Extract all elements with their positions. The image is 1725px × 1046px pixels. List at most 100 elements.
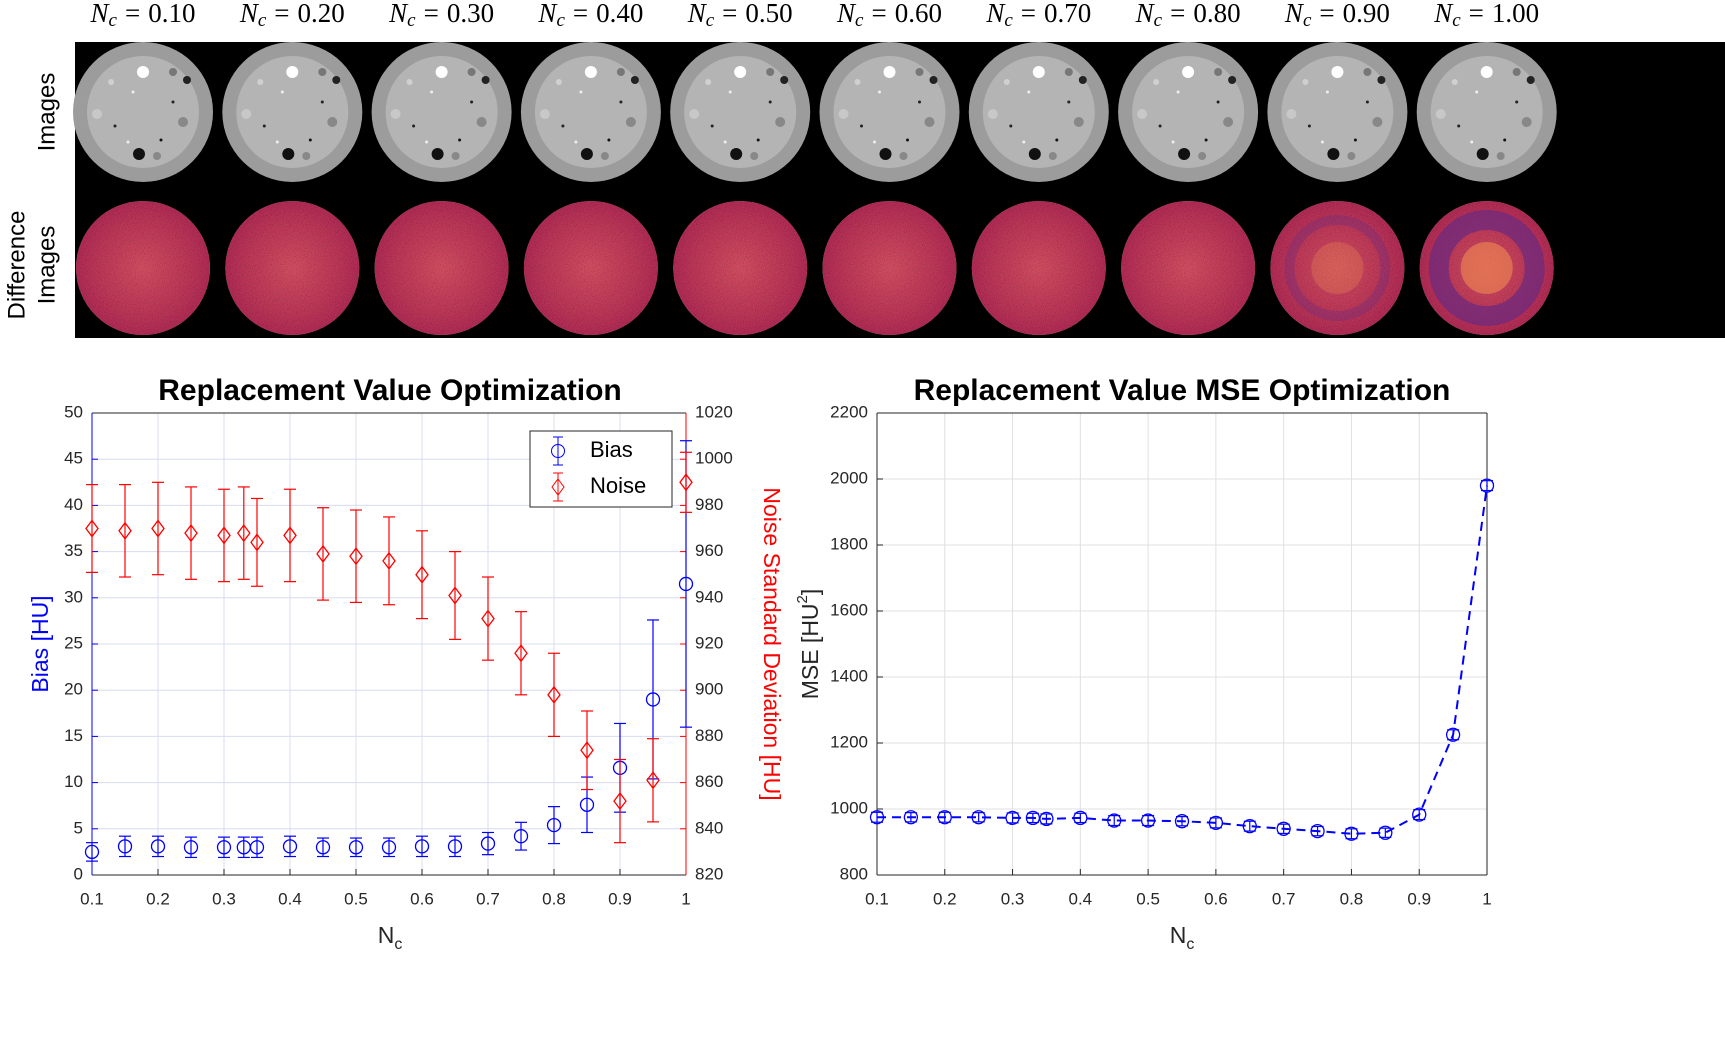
phantom-insert xyxy=(1325,90,1329,94)
phantom-insert xyxy=(1067,100,1071,104)
phantom-insert xyxy=(425,140,429,144)
marker xyxy=(1107,813,1122,828)
y-axis-label-sup: 2 xyxy=(794,595,811,603)
phantom-insert xyxy=(873,140,876,144)
phantom-insert xyxy=(600,152,609,160)
marker xyxy=(678,576,694,592)
x-tick-label: 0.1 xyxy=(80,889,104,908)
y-tick-label: 25 xyxy=(64,633,83,652)
symbol: N xyxy=(836,0,857,28)
marker xyxy=(236,524,251,543)
marker xyxy=(1276,821,1291,836)
phantom-insert xyxy=(924,117,935,127)
x-tick-label: 0.3 xyxy=(1001,889,1025,908)
y2-tick-label: 900 xyxy=(695,680,723,699)
x-tick-label: 0.8 xyxy=(542,889,566,908)
phantom-insert xyxy=(579,90,583,94)
y-tick-label: 1200 xyxy=(830,732,868,751)
phantom-insert xyxy=(574,140,578,144)
phantom-insert xyxy=(1214,68,1223,76)
marker xyxy=(250,533,264,552)
phantom-insert xyxy=(332,76,341,84)
phantom-insert xyxy=(1003,79,1010,85)
relation: = xyxy=(125,0,140,28)
phantom-insert xyxy=(607,138,611,142)
relation: = xyxy=(1170,0,1185,28)
relation: = xyxy=(722,0,737,28)
subscript: c xyxy=(556,10,565,31)
phantom-insert xyxy=(435,66,448,78)
column-label: Nc = 0.10 xyxy=(90,0,196,31)
y2-tick-label: 980 xyxy=(695,495,723,514)
phantom-insert xyxy=(241,109,252,119)
x-tick-label: 0.2 xyxy=(146,889,170,908)
phantom-insert xyxy=(728,90,732,94)
x-axis-label-main: N xyxy=(378,922,395,948)
phantom-insert xyxy=(1451,79,1458,85)
phantom-insert xyxy=(584,66,597,78)
phantom-insert xyxy=(860,124,863,128)
x-axis-label-sub: c xyxy=(1186,936,1194,953)
phantom-insert xyxy=(1470,140,1474,144)
relation: = xyxy=(871,0,886,28)
series-line xyxy=(877,485,1488,835)
phantom-insert xyxy=(625,117,636,127)
phantom-insert xyxy=(1526,76,1535,84)
x-tick-label: 0.9 xyxy=(1407,889,1431,908)
y-tick-label: 1000 xyxy=(830,798,868,817)
phantom-insert xyxy=(390,109,401,119)
x-tick-label: 1 xyxy=(1482,889,1491,908)
y2-tick-label: 1000 xyxy=(695,449,733,468)
phantom-inner xyxy=(385,56,498,168)
value: 0.80 xyxy=(1193,0,1240,28)
y-axis-label-end: ] xyxy=(797,589,823,595)
phantom-insert xyxy=(275,140,279,144)
phantom-insert xyxy=(1158,124,1162,128)
phantom-insert xyxy=(723,140,727,144)
difference-image xyxy=(1121,201,1256,335)
phantom-insert xyxy=(1178,148,1191,160)
marker xyxy=(971,810,986,825)
phantom-insert xyxy=(775,117,786,127)
symbol: N xyxy=(388,0,409,28)
y2-tick-label: 960 xyxy=(695,541,723,560)
phantom-insert xyxy=(1198,152,1207,160)
phantom-insert xyxy=(1009,124,1013,128)
y2-tick-label: 840 xyxy=(695,818,723,837)
phantom-insert xyxy=(481,76,490,84)
marker xyxy=(316,544,330,563)
y-tick-label: 35 xyxy=(64,541,83,560)
phantom-inner xyxy=(87,56,199,168)
phantom-insert xyxy=(92,109,102,119)
phantom-insert xyxy=(467,68,476,76)
phantom-inner xyxy=(684,56,797,168)
difference-image xyxy=(673,201,808,335)
phantom-insert xyxy=(1137,109,1148,119)
relation: = xyxy=(274,0,289,28)
y-tick-label: 2000 xyxy=(830,468,868,487)
phantom-insert xyxy=(1204,138,1208,142)
y-axis-label: Bias [HU] xyxy=(27,595,53,692)
phantom-insert xyxy=(1480,66,1493,78)
marker xyxy=(118,521,132,540)
difference-image xyxy=(523,201,658,335)
phantom-insert xyxy=(406,79,413,85)
x-tick-label: 0.7 xyxy=(476,889,500,908)
x-tick-label: 0.2 xyxy=(933,889,957,908)
marker xyxy=(546,817,562,833)
marker xyxy=(1378,825,1393,840)
x-tick-label: 0.6 xyxy=(1204,889,1228,908)
marker xyxy=(480,836,496,851)
phantom-insert xyxy=(133,148,145,160)
marker xyxy=(514,644,528,663)
phantom-insert xyxy=(257,79,264,85)
difference-image xyxy=(971,201,1106,335)
phantom-insert xyxy=(1320,140,1324,144)
phantom-insert xyxy=(1307,124,1311,128)
phantom-insert xyxy=(1475,90,1479,94)
phantom-insert xyxy=(451,152,460,160)
phantom-insert xyxy=(108,79,114,85)
relation: = xyxy=(1469,0,1484,28)
marker xyxy=(447,839,463,854)
